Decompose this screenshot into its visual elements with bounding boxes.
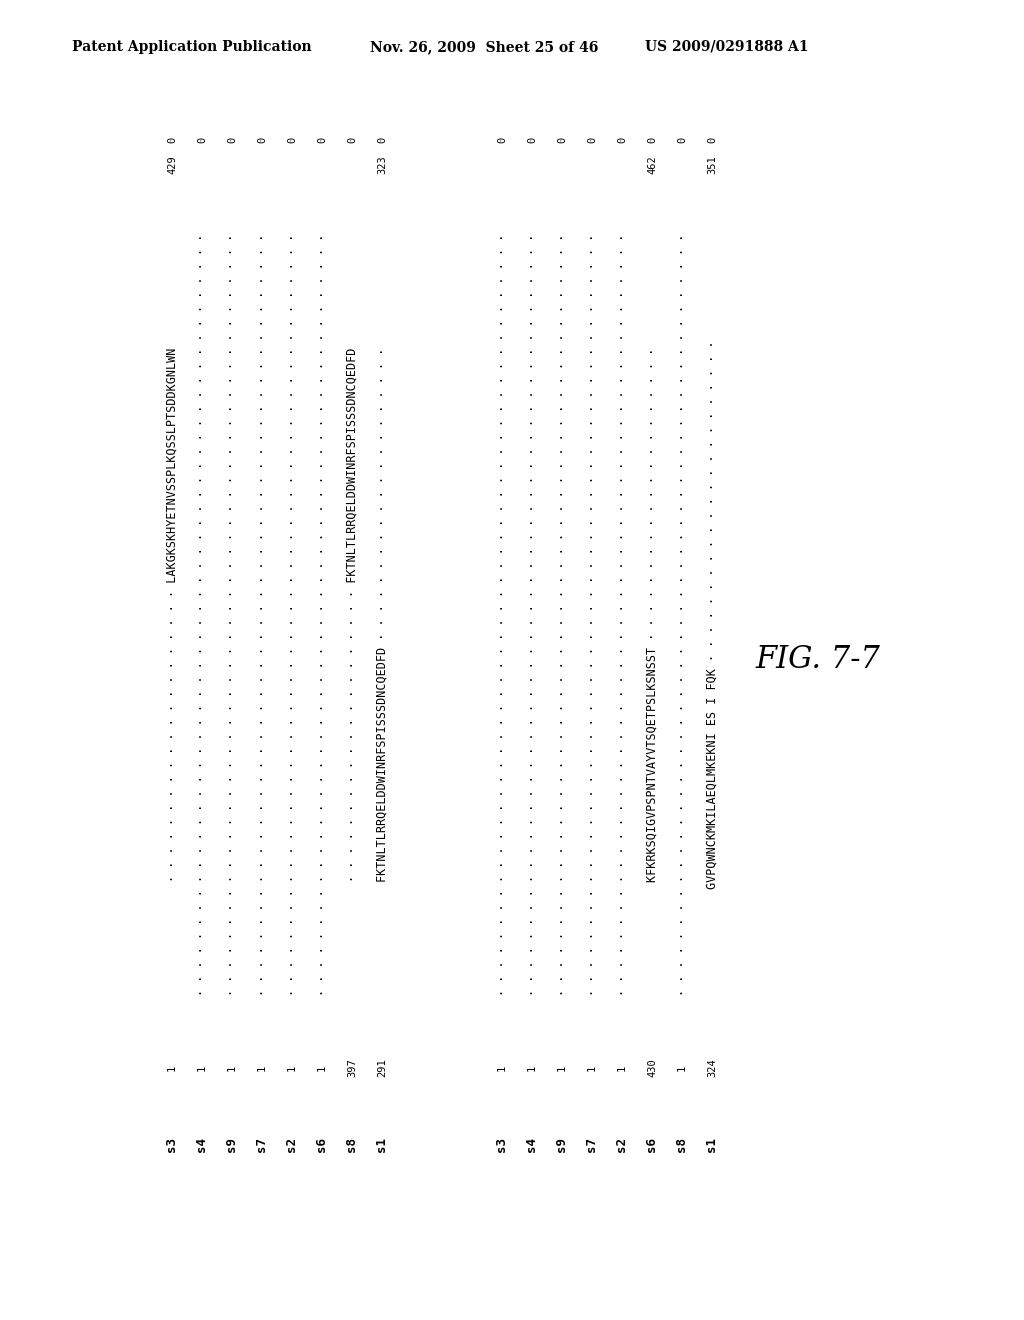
- Text: 462: 462: [647, 156, 657, 174]
- Text: · · · · · · · · · · · · · · · · · · · · · · · · · · · · · · · · · · · · · · · · : · · · · · · · · · · · · · · · · · · · · …: [315, 234, 329, 997]
- Text: US 2009/0291888 A1: US 2009/0291888 A1: [645, 40, 809, 54]
- Text: 1: 1: [557, 1065, 567, 1071]
- Text: s9: s9: [555, 1138, 568, 1152]
- Text: 1: 1: [677, 1065, 687, 1071]
- Text: · · · · · · · · · · · · · · · · · · · · · · · · · · · · · · · · · · · · · · · · : · · · · · · · · · · · · · · · · · · · · …: [615, 234, 629, 997]
- Text: 324: 324: [707, 1059, 717, 1077]
- Text: s4: s4: [196, 1138, 209, 1152]
- Text: 0: 0: [347, 137, 357, 143]
- Text: 1: 1: [617, 1065, 627, 1071]
- Text: 323: 323: [377, 156, 387, 174]
- Text: 429: 429: [167, 156, 177, 174]
- Text: s3: s3: [166, 1138, 178, 1152]
- Text: s4: s4: [525, 1138, 539, 1152]
- Text: s9: s9: [225, 1138, 239, 1152]
- Text: 0: 0: [227, 137, 237, 143]
- Text: 0: 0: [647, 137, 657, 143]
- Text: Nov. 26, 2009  Sheet 25 of 46: Nov. 26, 2009 Sheet 25 of 46: [370, 40, 598, 54]
- Text: 1: 1: [497, 1065, 507, 1071]
- Text: 1: 1: [257, 1065, 267, 1071]
- Text: 0: 0: [587, 137, 597, 143]
- Text: 430: 430: [647, 1059, 657, 1077]
- Text: · · · · · · · · · · · · · · · · · · · · · · · · · · · · · · · · · · · · · · · · : · · · · · · · · · · · · · · · · · · · · …: [555, 234, 568, 997]
- Text: 0: 0: [377, 137, 387, 143]
- Text: 1: 1: [287, 1065, 297, 1071]
- Text: GVPQWNCKMKILAEQLMKEKNI ES I FQK · · · · · · · · · · · · · · · · · · · · · · ·: GVPQWNCKMKILAEQLMKEKNI ES I FQK · · · · …: [706, 341, 719, 890]
- Text: 291: 291: [377, 1059, 387, 1077]
- Text: 0: 0: [557, 137, 567, 143]
- Text: Patent Application Publication: Patent Application Publication: [72, 40, 311, 54]
- Text: s3: s3: [496, 1138, 509, 1152]
- Text: s6: s6: [315, 1138, 329, 1152]
- Text: 1: 1: [587, 1065, 597, 1071]
- Text: s2: s2: [286, 1138, 299, 1152]
- Text: · · · · · · · · · · · · · · · · · · · · · FKTNLTLRRQELDDWINRFSPISSSDNCQEDFD: · · · · · · · · · · · · · · · · · · · · …: [345, 347, 358, 882]
- Text: FIG. 7-7: FIG. 7-7: [755, 644, 880, 676]
- Text: KFKRKSQIGVPSPNTVAYVTSQETPSLKSNSST · · · · · · · · · · · · · · · · · · · · ·: KFKRKSQIGVPSPNTVAYVTSQETPSLKSNSST · · · …: [645, 347, 658, 882]
- Text: · · · · · · · · · · · · · · · · · · · · · · · · · · · · · · · · · · · · · · · · : · · · · · · · · · · · · · · · · · · · · …: [256, 234, 268, 997]
- Text: 0: 0: [287, 137, 297, 143]
- Text: s8: s8: [345, 1138, 358, 1152]
- Text: 1: 1: [227, 1065, 237, 1071]
- Text: s2: s2: [615, 1138, 629, 1152]
- Text: 0: 0: [497, 137, 507, 143]
- Text: 0: 0: [677, 137, 687, 143]
- Text: · · · · · · · · · · · · · · · · · · · · · · · · · · · · · · · · · · · · · · · · : · · · · · · · · · · · · · · · · · · · · …: [286, 234, 299, 997]
- Text: 0: 0: [317, 137, 327, 143]
- Text: 1: 1: [167, 1065, 177, 1071]
- Text: s8: s8: [676, 1138, 688, 1152]
- Text: 0: 0: [617, 137, 627, 143]
- Text: · · · · · · · · · · · · · · · · · · · · · LAKGKSKHYETNVSSPLKQSSLPTSDDKGNLWN: · · · · · · · · · · · · · · · · · · · · …: [166, 347, 178, 882]
- Text: s7: s7: [586, 1138, 598, 1152]
- Text: 397: 397: [347, 1059, 357, 1077]
- Text: 0: 0: [197, 137, 207, 143]
- Text: 1: 1: [197, 1065, 207, 1071]
- Text: s6: s6: [645, 1138, 658, 1152]
- Text: s1: s1: [376, 1138, 388, 1152]
- Text: 0: 0: [707, 137, 717, 143]
- Text: 1: 1: [527, 1065, 537, 1071]
- Text: · · · · · · · · · · · · · · · · · · · · · · · · · · · · · · · · · · · · · · · · : · · · · · · · · · · · · · · · · · · · · …: [586, 234, 598, 997]
- Text: · · · · · · · · · · · · · · · · · · · · · · · · · · · · · · · · · · · · · · · · : · · · · · · · · · · · · · · · · · · · · …: [225, 234, 239, 997]
- Text: 0: 0: [257, 137, 267, 143]
- Text: s1: s1: [706, 1138, 719, 1152]
- Text: 0: 0: [167, 137, 177, 143]
- Text: · · · · · · · · · · · · · · · · · · · · · · · · · · · · · · · · · · · · · · · · : · · · · · · · · · · · · · · · · · · · · …: [196, 234, 209, 997]
- Text: · · · · · · · · · · · · · · · · · · · · · · · · · · · · · · · · · · · · · · · · : · · · · · · · · · · · · · · · · · · · · …: [525, 234, 539, 997]
- Text: 1: 1: [317, 1065, 327, 1071]
- Text: s7: s7: [256, 1138, 268, 1152]
- Text: · · · · · · · · · · · · · · · · · · · · · · · · · · · · · · · · · · · · · · · · : · · · · · · · · · · · · · · · · · · · · …: [496, 234, 509, 997]
- Text: FKTNLTLRRQELDDWINRFSPISSSDNCQEDFD · · · · · · · · · · · · · · · · · · · · ·: FKTNLTLRRQELDDWINRFSPISSSDNCQEDFD · · · …: [376, 347, 388, 882]
- Text: 351: 351: [707, 156, 717, 174]
- Text: 0: 0: [527, 137, 537, 143]
- Text: · · · · · · · · · · · · · · · · · · · · · · · · · · · · · · · · · · · · · · · · : · · · · · · · · · · · · · · · · · · · · …: [676, 234, 688, 997]
